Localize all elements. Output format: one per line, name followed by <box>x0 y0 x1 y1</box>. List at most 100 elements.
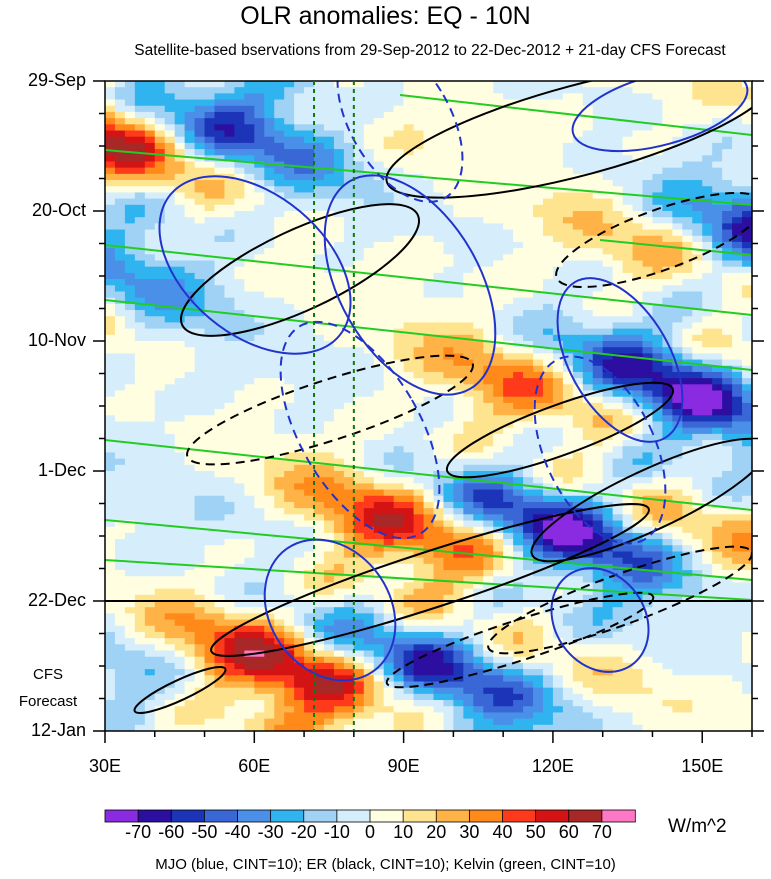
heatmap-cell <box>393 464 405 472</box>
heatmap-cell <box>154 310 166 317</box>
heatmap-cell <box>174 241 186 249</box>
heatmap-cell <box>284 235 295 243</box>
heatmap-cell <box>463 105 474 113</box>
heatmap-cell <box>602 328 614 336</box>
heatmap-cell <box>582 316 594 324</box>
heatmap-cell <box>234 180 245 187</box>
heatmap-cell <box>503 235 514 243</box>
heatmap-cell <box>254 409 265 416</box>
heatmap-cell <box>542 254 554 262</box>
heatmap-cell <box>463 520 474 528</box>
heatmap-cell <box>244 297 255 305</box>
heatmap-cell <box>114 316 126 324</box>
heatmap-cell <box>433 149 445 156</box>
heatmap-cell <box>572 291 584 299</box>
heatmap-cell <box>423 297 435 305</box>
heatmap-cell <box>632 396 644 404</box>
heatmap-cell <box>542 81 554 88</box>
heatmap-cell <box>533 118 544 125</box>
heatmap-cell <box>214 167 226 175</box>
heatmap-cell <box>632 211 644 218</box>
heatmap-cell <box>254 539 265 546</box>
heatmap-cell <box>503 111 514 119</box>
heatmap-cell <box>304 316 315 324</box>
heatmap-cell <box>523 266 534 274</box>
heatmap-cell <box>284 204 295 212</box>
heatmap-cell <box>712 409 723 416</box>
heatmap-cell <box>264 501 275 509</box>
heatmap-cell <box>602 402 614 410</box>
heatmap-cell <box>692 532 703 540</box>
heatmap-cell <box>413 167 425 175</box>
heatmap-cell <box>453 427 464 435</box>
heatmap-cell <box>652 384 664 392</box>
heatmap-cell <box>732 402 743 410</box>
heatmap-cell <box>552 526 564 534</box>
heatmap-cell <box>274 211 285 218</box>
heatmap-cell <box>692 124 703 132</box>
heatmap-cell <box>134 532 146 540</box>
heatmap-cell <box>582 130 594 138</box>
heatmap-cell <box>742 291 752 299</box>
heatmap-cell <box>393 409 405 416</box>
heatmap-cell <box>144 458 156 466</box>
heatmap-cell <box>284 402 295 410</box>
heatmap-cell <box>144 111 156 119</box>
heatmap-cell <box>134 223 146 231</box>
heatmap-cell <box>453 440 464 447</box>
heatmap-cell <box>413 254 425 262</box>
heatmap-cell <box>204 458 216 466</box>
heatmap-cell <box>533 266 544 274</box>
heatmap-cell <box>124 433 136 441</box>
heatmap-cell <box>642 254 654 262</box>
heatmap-cell <box>105 130 116 138</box>
heatmap-cell <box>742 279 752 286</box>
heatmap-cell <box>403 291 415 299</box>
heatmap-cell <box>443 508 454 515</box>
heatmap-cell <box>523 260 534 268</box>
heatmap-cell <box>403 520 415 528</box>
heatmap-cell <box>592 161 604 169</box>
heatmap-cell <box>672 217 683 224</box>
heatmap-cell <box>154 142 166 150</box>
heatmap-cell <box>672 186 683 194</box>
heatmap-cell <box>672 353 683 361</box>
heatmap-cell <box>184 111 196 119</box>
heatmap-cell <box>453 167 464 175</box>
heatmap-cell <box>493 365 504 373</box>
heatmap-cell <box>433 105 445 113</box>
heatmap-cell <box>204 136 216 144</box>
heatmap-cell <box>144 204 156 212</box>
heatmap-cell <box>722 508 733 515</box>
heatmap-cell <box>662 440 673 447</box>
heatmap-cell <box>114 272 126 280</box>
heatmap-cell <box>134 371 146 379</box>
heatmap-cell <box>513 229 524 237</box>
heatmap-cell <box>274 328 285 336</box>
heatmap-cell <box>204 204 216 212</box>
heatmap-cell <box>533 501 544 509</box>
heatmap-cell <box>393 551 405 559</box>
heatmap-cell <box>204 341 216 348</box>
heatmap-cell <box>274 142 285 150</box>
heatmap-cell <box>423 149 435 156</box>
heatmap-cell <box>473 87 484 94</box>
heatmap-cell <box>403 440 415 447</box>
heatmap-cell <box>294 279 305 286</box>
heatmap-cell <box>393 279 405 286</box>
heatmap-cell <box>314 285 325 293</box>
heatmap-cell <box>214 508 226 515</box>
heatmap-cell <box>463 483 474 491</box>
heatmap-cell <box>174 211 186 218</box>
heatmap-cell <box>393 483 405 491</box>
heatmap-cell <box>304 526 315 534</box>
heatmap-cell <box>652 235 664 243</box>
heatmap-cell <box>323 520 335 528</box>
heatmap-cell <box>572 334 584 342</box>
heatmap-cell <box>383 433 395 441</box>
heatmap-cell <box>523 173 534 181</box>
heatmap-cell <box>124 483 136 491</box>
heatmap-cell <box>254 495 265 503</box>
heatmap-cell <box>194 378 206 385</box>
heatmap-cell <box>652 285 664 293</box>
